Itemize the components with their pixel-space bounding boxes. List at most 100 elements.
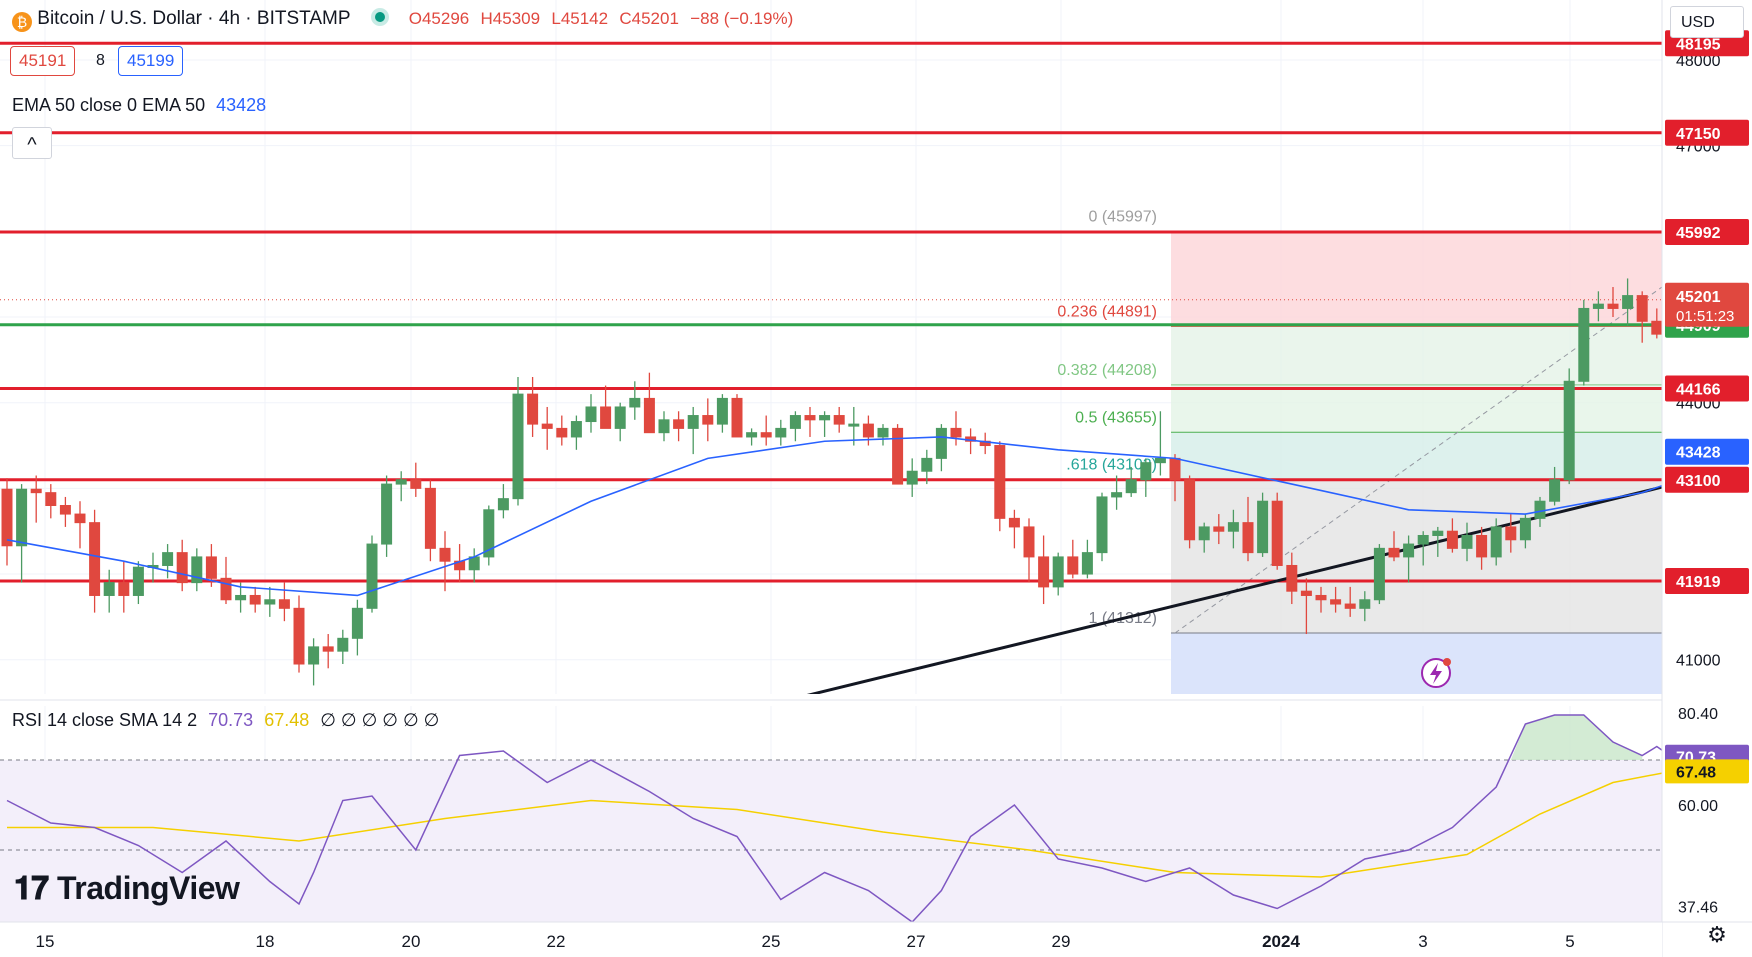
- fib-zone: [1171, 384, 1662, 433]
- bid-price-button[interactable]: 45191: [10, 46, 76, 76]
- candle-body: [1242, 522, 1254, 554]
- candle-body: [366, 543, 378, 609]
- candle-body: [746, 432, 758, 438]
- candle-body: [585, 406, 597, 423]
- collapse-button[interactable]: ^: [12, 127, 52, 159]
- candle-body: [1446, 530, 1458, 549]
- candle-body: [716, 397, 728, 425]
- candle-body: [570, 421, 582, 438]
- candle-body: [1271, 500, 1283, 566]
- candle-body: [804, 415, 816, 421]
- candle-body: [921, 457, 933, 472]
- candle-body: [1505, 526, 1517, 541]
- ema-value: 43428: [216, 95, 267, 115]
- fib-level-label: 0.382 (44208): [1057, 362, 1157, 379]
- fib-level-label: 0 (45997): [1089, 209, 1158, 226]
- candle-body: [1373, 547, 1385, 601]
- candle-body: [103, 582, 115, 596]
- candle-body: [1315, 594, 1327, 601]
- candle-body: [702, 415, 714, 425]
- candle-body: [1432, 530, 1444, 536]
- level-label: 41919: [1676, 574, 1721, 591]
- rsi-overbought-fill: [1510, 715, 1643, 760]
- candle-body: [819, 415, 831, 421]
- time-tick-label: 25: [762, 932, 781, 951]
- candle-body: [293, 607, 305, 665]
- time-tick-label: 2024: [1262, 932, 1300, 951]
- candle-body: [614, 406, 626, 429]
- candle-body: [1, 488, 13, 547]
- candle-body: [1096, 496, 1108, 554]
- candle-body: [1198, 526, 1210, 541]
- candle-body: [760, 432, 772, 438]
- candle-body: [205, 556, 217, 579]
- currency-selector[interactable]: USD: [1670, 6, 1744, 38]
- candle-body: [1067, 556, 1079, 575]
- currency-label: USD: [1681, 14, 1715, 31]
- candle-body: [278, 599, 290, 609]
- candle-body: [74, 513, 86, 524]
- candle-body: [731, 397, 743, 438]
- candle-body: [1592, 303, 1604, 309]
- candle-body: [994, 445, 1006, 519]
- rsi-sma-line: [7, 770, 1672, 878]
- settings-icon[interactable]: ⚙: [1707, 922, 1727, 947]
- candle-body: [249, 594, 261, 605]
- candle-body: [483, 509, 495, 558]
- spread-value: 8: [96, 52, 105, 69]
- level-tag: [1665, 219, 1749, 246]
- candle-body: [1184, 479, 1196, 541]
- level-tag: [1665, 567, 1749, 594]
- candle-body: [30, 488, 42, 494]
- rsi-tick-label: 60.00: [1678, 798, 1718, 815]
- level-label: 45992: [1676, 225, 1721, 242]
- rsi-legend[interactable]: RSI 14 close SMA 14 2 70.73 67.48 ∅ ∅ ∅ …: [12, 710, 439, 731]
- time-tick-label: 29: [1052, 932, 1071, 951]
- chevron-up-icon: ^: [27, 134, 37, 156]
- candle-body: [1008, 517, 1020, 528]
- candle-body: [176, 552, 188, 584]
- ema-tag-label: 43428: [1676, 445, 1721, 462]
- symbol-header: ₿ Bitcoin / U.S. Dollar · 4h · BITSTAMP …: [12, 8, 793, 32]
- candle-body: [892, 427, 904, 485]
- time-tick-label: 18: [256, 932, 275, 951]
- ema-legend[interactable]: EMA 50 close 0 EMA 50 43428: [12, 95, 266, 116]
- tradingview-logo: 𝟏𝟕 TradingView: [14, 870, 240, 908]
- candle-body: [264, 599, 276, 605]
- candle-body: [337, 637, 349, 652]
- candle-body: [848, 423, 860, 427]
- notification-dot: [1443, 658, 1451, 666]
- time-tick-label: 27: [907, 932, 926, 951]
- fib-level-label: 0.236 (44891): [1057, 303, 1157, 320]
- ema-tag: [1665, 438, 1749, 465]
- candle-body: [16, 488, 28, 547]
- ask-price-button[interactable]: 45199: [118, 46, 184, 76]
- trendline: [795, 485, 1663, 700]
- candle-body: [789, 415, 801, 429]
- candle-body: [629, 397, 641, 408]
- price-tick-label: 41000: [1676, 653, 1721, 670]
- fib-level-label: .618 (43102): [1066, 457, 1157, 474]
- candle-body: [424, 487, 436, 549]
- candle-body: [45, 492, 57, 507]
- candle-body: [1549, 479, 1561, 502]
- candle-body: [1476, 534, 1488, 558]
- candle-body: [1081, 552, 1093, 575]
- level-label: 48195: [1676, 36, 1721, 53]
- candle-body: [59, 505, 71, 515]
- ohlc-open: O45296: [408, 9, 470, 28]
- candle-body: [235, 594, 247, 601]
- symbol-title[interactable]: Bitcoin / U.S. Dollar · 4h · BITSTAMP: [37, 8, 351, 29]
- price-tick-label: 48000: [1676, 53, 1721, 70]
- ema-label: EMA 50 close 0 EMA 50: [12, 95, 206, 115]
- candle-body: [1140, 462, 1152, 481]
- countdown-label: 01:51:23: [1676, 308, 1734, 325]
- rsi-sma-last-label: 67.48: [1676, 764, 1716, 781]
- bitcoin-icon: ₿: [12, 12, 32, 32]
- candle-body: [162, 552, 174, 566]
- rsi-sma-value: 67.48: [264, 710, 310, 730]
- candle-body: [556, 427, 568, 438]
- candle-body: [877, 427, 889, 438]
- rsi-value: 70.73: [208, 710, 254, 730]
